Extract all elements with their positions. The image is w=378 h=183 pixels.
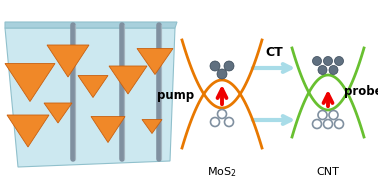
Circle shape (324, 119, 333, 128)
Circle shape (318, 66, 327, 74)
Circle shape (329, 66, 338, 74)
Circle shape (225, 117, 234, 126)
Text: CNT: CNT (316, 167, 339, 177)
Circle shape (217, 69, 227, 79)
Circle shape (335, 57, 344, 66)
Circle shape (318, 111, 327, 119)
Text: CT: CT (265, 46, 283, 59)
Circle shape (211, 117, 220, 126)
Polygon shape (7, 115, 49, 147)
Text: probe: probe (344, 85, 378, 98)
Text: pump: pump (157, 89, 194, 102)
Polygon shape (91, 117, 125, 143)
Circle shape (224, 61, 234, 71)
Polygon shape (44, 103, 72, 123)
Polygon shape (5, 64, 55, 102)
Circle shape (335, 119, 344, 128)
Circle shape (210, 61, 220, 71)
Circle shape (329, 111, 338, 119)
Circle shape (313, 57, 322, 66)
Polygon shape (142, 119, 162, 134)
Circle shape (313, 119, 322, 128)
Circle shape (324, 57, 333, 66)
Polygon shape (78, 76, 108, 98)
Polygon shape (47, 45, 89, 77)
Text: MoS$_2$: MoS$_2$ (207, 165, 237, 179)
Polygon shape (5, 22, 177, 28)
Polygon shape (5, 28, 175, 167)
Polygon shape (109, 66, 147, 94)
Polygon shape (137, 48, 173, 74)
Circle shape (217, 109, 226, 119)
